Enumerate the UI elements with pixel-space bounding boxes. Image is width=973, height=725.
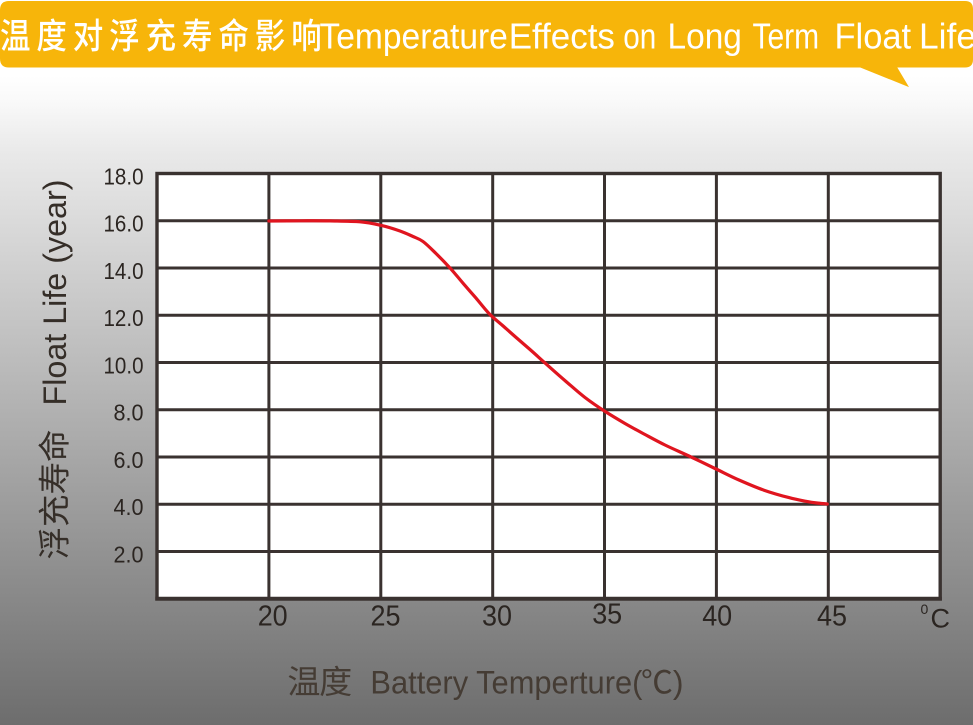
svg-text:on: on bbox=[623, 17, 656, 58]
svg-text:Float: Float bbox=[835, 16, 912, 57]
svg-text:Effects: Effects bbox=[509, 16, 615, 57]
svg-text:Term: Term bbox=[753, 17, 820, 57]
svg-text:6.0: 6.0 bbox=[114, 447, 144, 473]
svg-text:10.0: 10.0 bbox=[104, 353, 144, 379]
svg-text:30: 30 bbox=[482, 601, 512, 633]
svg-text:0: 0 bbox=[921, 601, 929, 617]
svg-text:Life: Life bbox=[919, 15, 973, 57]
svg-text:40: 40 bbox=[702, 601, 732, 633]
svg-text:): ) bbox=[673, 665, 684, 701]
svg-text:Temperature: Temperature bbox=[320, 16, 508, 57]
svg-text:4.0: 4.0 bbox=[114, 494, 144, 520]
svg-text:25: 25 bbox=[371, 601, 401, 633]
svg-text:Float Life (year): Float Life (year) bbox=[37, 180, 73, 406]
svg-text:45: 45 bbox=[817, 601, 847, 633]
svg-text:16.0: 16.0 bbox=[104, 211, 144, 237]
svg-text:C: C bbox=[931, 604, 951, 634]
svg-text:Long: Long bbox=[668, 16, 742, 57]
svg-text:14.0: 14.0 bbox=[104, 258, 144, 284]
svg-text:8.0: 8.0 bbox=[114, 400, 144, 426]
svg-text:2.0: 2.0 bbox=[114, 542, 144, 568]
svg-text:18.0: 18.0 bbox=[104, 164, 144, 190]
svg-text:35: 35 bbox=[592, 599, 622, 631]
svg-text:Battery Temperture(: Battery Temperture( bbox=[370, 665, 642, 701]
svg-text:20: 20 bbox=[258, 601, 288, 633]
svg-text:12.0: 12.0 bbox=[104, 305, 144, 331]
